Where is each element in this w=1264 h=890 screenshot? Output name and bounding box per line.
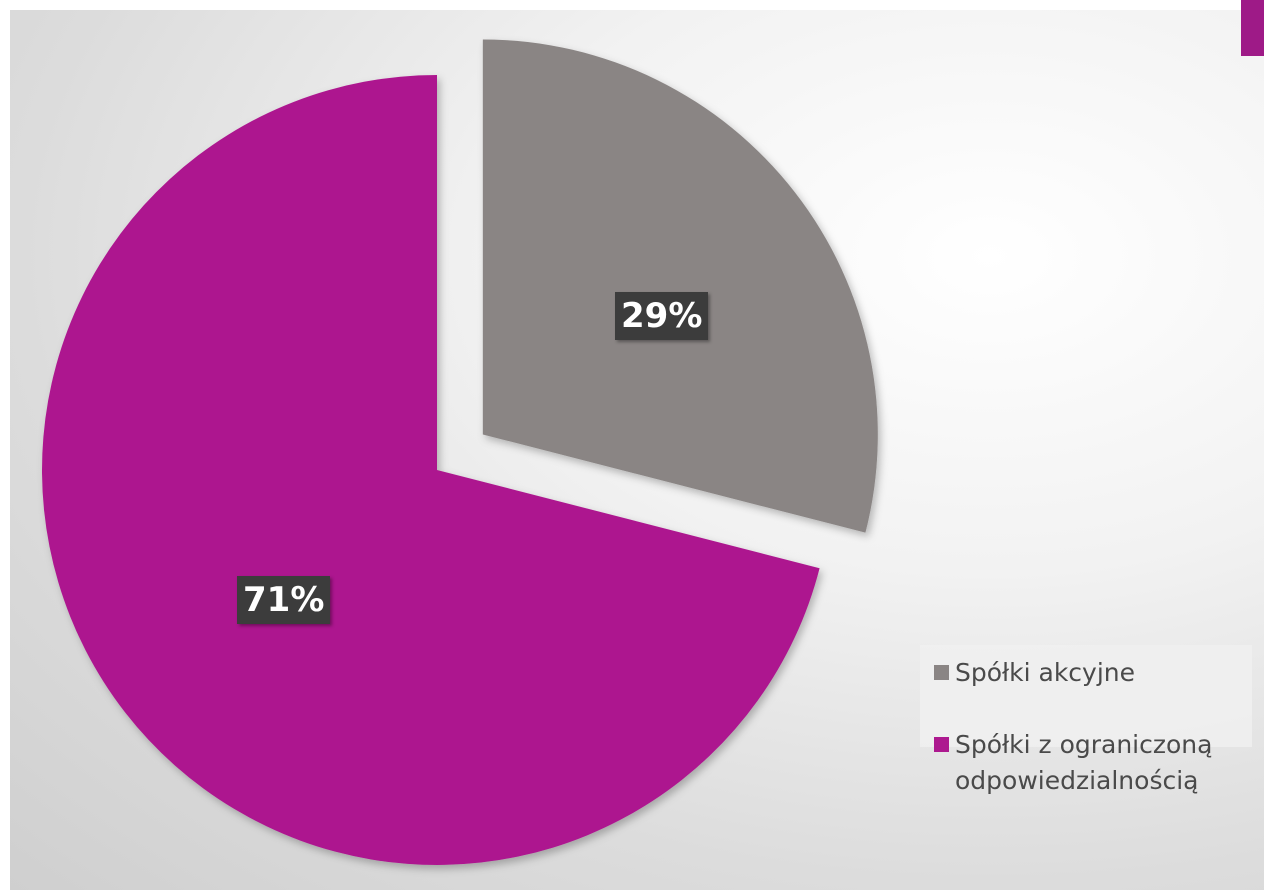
- legend-swatch: [934, 665, 949, 680]
- legend-label-line2: odpowiedzialnością: [955, 766, 1199, 795]
- data-label-spolki-akcyjne: 29%: [615, 292, 709, 340]
- pie-slice-0: [482, 39, 878, 533]
- pie-slice-1: [42, 75, 820, 865]
- legend-item-spolki-akcyjne: Spółki akcyjne: [934, 655, 1238, 691]
- legend-label-line1: Spółki z ograniczoną: [955, 730, 1213, 759]
- data-label-spolki-zoo: 71%: [237, 576, 331, 624]
- legend-swatch: [934, 737, 949, 752]
- accent-tab: [1241, 0, 1264, 56]
- legend-label: Spółki akcyjne: [955, 658, 1136, 687]
- legend-item-spolki-zoo: Spółki z ograniczoną odpowiedzialnością: [934, 727, 1238, 799]
- chart-legend: Spółki akcyjne Spółki z ograniczoną odpo…: [920, 645, 1252, 795]
- legend-label: Spółki z ograniczoną odpowiedzialnością: [955, 727, 1212, 799]
